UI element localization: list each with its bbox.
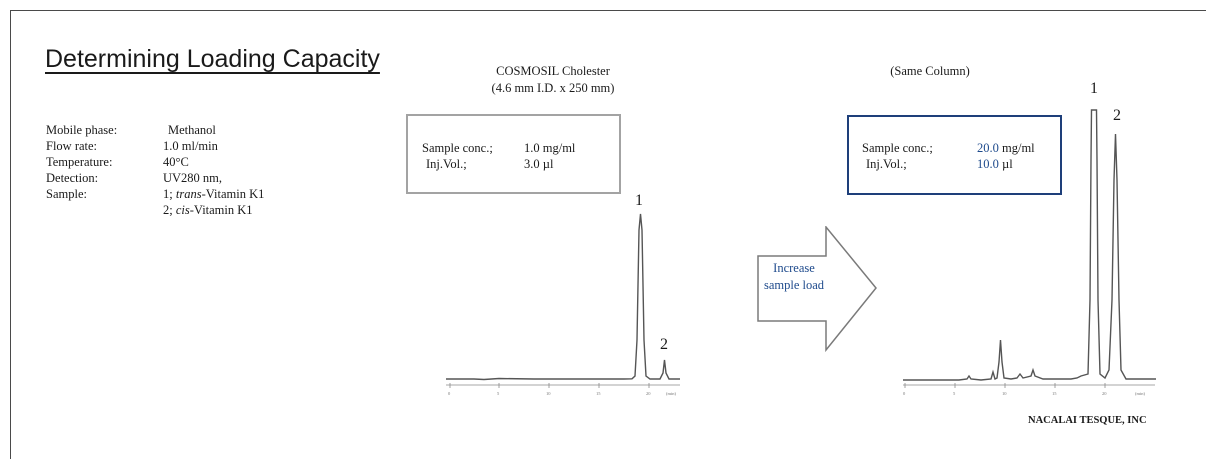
sample-conc-value: 20.0 mg/ml bbox=[977, 141, 1035, 155]
arrow-label-line2: sample load bbox=[763, 278, 825, 292]
column-dims: (4.6 mm I.D. x 250 mm) bbox=[491, 81, 615, 95]
axis-unit-label: (min) bbox=[666, 391, 676, 396]
chromatogram-high-load: 0 5 10 15 20 (min) bbox=[903, 109, 1156, 396]
axis-tick-label: 20 bbox=[646, 391, 651, 396]
slide-title: Determining Loading Capacity bbox=[45, 45, 380, 73]
axis-tick-label: 5 bbox=[497, 391, 500, 396]
sample-box-high-load: Sample conc.; 20.0 mg/ml Inj.Vol.; 10.0 … bbox=[847, 115, 1062, 195]
inj-vol-label: Inj.Vol.; bbox=[426, 157, 467, 171]
condition-value: 1; trans-Vitamin K1 bbox=[163, 187, 265, 201]
peak-label-1: 1 bbox=[635, 192, 643, 209]
sample-conc-label: Sample conc.; bbox=[422, 141, 493, 155]
condition-value: Methanol bbox=[168, 123, 216, 137]
condition-label: Detection: bbox=[46, 171, 99, 185]
chromatogram-trace bbox=[903, 109, 1156, 381]
axis-tick-label: 10 bbox=[546, 391, 551, 396]
company-footer: NACALAI TESQUE, INC bbox=[1028, 415, 1147, 426]
axis-tick-label: 20 bbox=[1102, 391, 1107, 396]
column-title: COSMOSIL Cholester (4.6 mm I.D. x 250 mm… bbox=[470, 63, 636, 97]
sample-conc-value: 1.0 mg/ml bbox=[524, 141, 576, 155]
sample-box-low-load: Sample conc.; 1.0 mg/ml Inj.Vol.; 3.0 µl bbox=[406, 114, 621, 194]
condition-value: 1.0 ml/min bbox=[163, 139, 218, 153]
condition-label: Mobile phase: bbox=[46, 123, 118, 137]
peak-label-2: 2 bbox=[660, 336, 668, 353]
condition-label: Temperature: bbox=[46, 155, 113, 169]
condition-label: Sample: bbox=[46, 187, 87, 201]
axis-tick-label: 5 bbox=[953, 391, 956, 396]
same-column-label: (Same Column) bbox=[890, 64, 970, 78]
axis-tick-label: 0 bbox=[448, 391, 451, 396]
axis-unit-label: (min) bbox=[1135, 391, 1145, 396]
increase-load-arrow: Increase sample load bbox=[752, 224, 880, 356]
axis-tick-label: 10 bbox=[1002, 391, 1007, 396]
sample-conc-label: Sample conc.; bbox=[862, 141, 933, 155]
condition-label: Flow rate: bbox=[46, 139, 98, 153]
condition-value: 2; cis-Vitamin K1 bbox=[163, 203, 253, 217]
axis-tick-label: 15 bbox=[596, 391, 601, 396]
axis-tick-label: 15 bbox=[1052, 391, 1057, 396]
chromatogram-low-load: 0 5 10 15 20 (min) bbox=[446, 213, 680, 396]
column-name: COSMOSIL Cholester bbox=[496, 64, 610, 78]
condition-value: UV280 nm, bbox=[163, 171, 223, 185]
arrow-label: Increase sample load bbox=[756, 260, 832, 294]
inj-vol-value: 3.0 µl bbox=[524, 157, 554, 171]
chromatogram-trace bbox=[446, 213, 680, 381]
arrow-label-line1: Increase bbox=[773, 261, 815, 275]
axis-tick-label: 0 bbox=[903, 391, 906, 396]
peak-label-1: 1 bbox=[1090, 80, 1098, 97]
peak-label-2: 2 bbox=[1113, 107, 1121, 124]
condition-value: 40°C bbox=[163, 155, 189, 169]
arrow-shape bbox=[757, 224, 877, 353]
inj-vol-label: Inj.Vol.; bbox=[866, 157, 907, 171]
slide-frame bbox=[10, 10, 1206, 459]
inj-vol-value: 10.0 µl bbox=[977, 157, 1013, 171]
